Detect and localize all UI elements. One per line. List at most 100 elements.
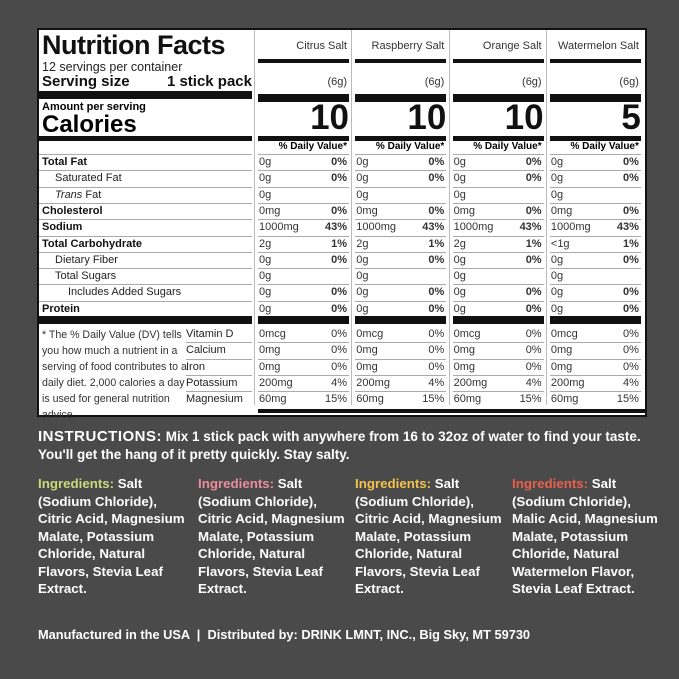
- serving-weight: (6g): [619, 76, 639, 88]
- nutrient-amount: 0g: [259, 302, 272, 315]
- row-divider: [39, 170, 252, 172]
- row-divider: [549, 154, 641, 155]
- vitamin-amount: 0mg: [550, 344, 573, 357]
- nutrient-daily-value: 0%: [331, 172, 347, 185]
- row-divider: [452, 300, 544, 302]
- vitamin-daily-value: 0%: [525, 344, 542, 357]
- nutrient-amount: 0g: [259, 188, 272, 201]
- row-divider: [355, 342, 447, 344]
- row-divider: [258, 219, 349, 221]
- row-divider: [186, 342, 252, 344]
- instructions-text: Mix 1 stick pack with anywhere from 16 t…: [38, 429, 641, 462]
- vitamin-daily-value: 0%: [622, 344, 639, 357]
- divider-medium: [258, 136, 349, 141]
- nutrient-daily-value: 0%: [525, 302, 542, 315]
- nutrient-amount: 0g: [356, 302, 369, 315]
- row-divider: [355, 268, 447, 270]
- nutrient-amount: 0g: [356, 156, 369, 168]
- row-divider: [39, 154, 252, 155]
- row-divider: [549, 391, 641, 393]
- row-divider: [186, 358, 252, 360]
- nutrient-amount: 1000mg: [550, 221, 591, 234]
- vitamin-amount: 60mg: [550, 393, 579, 406]
- divider-thick: [355, 59, 447, 63]
- divider-thick: [258, 316, 349, 324]
- vitamin-daily-value: 0%: [428, 360, 445, 373]
- nutrient-daily-value: 0%: [525, 286, 542, 299]
- nutrient-amount: 0g: [453, 172, 466, 185]
- nutrient-daily-value: 0%: [331, 204, 347, 217]
- nutrient-label: Dietary Fiber: [55, 253, 118, 266]
- nutrient-daily-value: 0%: [331, 286, 347, 299]
- divider-thick: [39, 316, 252, 324]
- row-divider: [258, 300, 349, 302]
- nutrient-amount: 0g: [356, 286, 369, 299]
- vitamin-amount: 0mg: [259, 344, 281, 357]
- row-divider: [39, 202, 252, 204]
- vitamin-daily-value: 4%: [331, 376, 347, 389]
- divider-thick: [355, 316, 447, 324]
- nutrient-daily-value: 43%: [422, 221, 445, 234]
- nutrient-daily-value: 0%: [428, 286, 445, 299]
- vitamin-amount: 60mg: [259, 393, 287, 406]
- ingredients-text: Salt (Sodium Chloride), Malic Acid, Magn…: [512, 476, 658, 596]
- vitamin-daily-value: 0%: [622, 360, 639, 373]
- divider-thick: [39, 91, 252, 99]
- vitamin-daily-value: 15%: [616, 393, 639, 406]
- vitamin-label: Iron: [186, 360, 205, 373]
- nutrient-daily-value: 1%: [622, 237, 639, 250]
- nutrition-column-orange-salt: Orange Salt (6g) 10 % Daily Value* 0g 0% 0g 0% 0…: [448, 30, 544, 415]
- calories-value: 5: [621, 98, 641, 137]
- vitamin-daily-value: 0%: [622, 328, 639, 340]
- row-divider: [452, 342, 544, 344]
- row-divider: [549, 219, 641, 221]
- nutrient-daily-value: 43%: [519, 221, 542, 234]
- vitamin-amount: 0mcg: [550, 328, 578, 340]
- row-divider: [355, 300, 447, 302]
- nutrient-amount: 0mg: [356, 204, 378, 217]
- daily-value-header: % Daily Value*: [473, 141, 542, 152]
- vitamin-amount: 0mcg: [356, 328, 384, 340]
- nutrient-amount: 0g: [550, 270, 564, 283]
- nutrient-amount: 2g: [259, 237, 272, 250]
- vitamin-daily-value: 15%: [324, 393, 347, 406]
- row-divider: [549, 186, 641, 188]
- nutrient-daily-value: 1%: [428, 237, 445, 250]
- ingredients-text: Salt (Sodium Chloride), Citric Acid, Mag…: [38, 476, 185, 596]
- row-divider: [549, 374, 641, 376]
- nutrient-daily-value: 0%: [331, 156, 347, 168]
- row-divider: [355, 219, 447, 221]
- nutrient-amount: 1000mg: [356, 221, 397, 234]
- nutrient-daily-value: 0%: [622, 253, 639, 266]
- row-divider: [355, 358, 447, 360]
- calories-label: Calories: [42, 111, 137, 138]
- row-divider: [355, 154, 447, 155]
- vitamin-daily-value: 0%: [331, 344, 347, 357]
- row-divider: [258, 170, 349, 172]
- divider-thick: [549, 94, 641, 102]
- flavor-name: Orange Salt: [482, 40, 542, 52]
- divider-medium: [452, 136, 544, 141]
- nutrient-amount: 0g: [453, 270, 466, 283]
- ingredients-block: Ingredients: Salt (Sodium Chloride), Cit…: [355, 475, 505, 598]
- ingredients-text: Salt (Sodium Chloride), Citric Acid, Mag…: [198, 476, 345, 596]
- vitamin-amount: 0mg: [356, 344, 378, 357]
- calories-value: 10: [310, 98, 349, 137]
- row-divider: [452, 374, 544, 376]
- divider-medium: [549, 136, 641, 141]
- nutrient-amount: 0mg: [259, 204, 281, 217]
- nutrient-amount: 2g: [356, 237, 369, 250]
- nutrient-amount: 0g: [259, 270, 272, 283]
- vitamin-amount: 0mg: [550, 360, 573, 373]
- row-divider: [452, 186, 544, 188]
- divider-medium: [39, 136, 252, 141]
- nutrient-daily-value: 0%: [331, 302, 347, 315]
- nutrient-amount: 0g: [356, 270, 369, 283]
- row-divider: [549, 251, 641, 253]
- serving-weight: (6g): [522, 76, 542, 88]
- nutrient-label: Trans Fat: [55, 188, 102, 201]
- nutrient-daily-value: 0%: [525, 172, 542, 185]
- nutrient-daily-value: 0%: [428, 302, 445, 315]
- nutrition-column-raspberry-salt: Raspberry Salt (6g) 10 % Daily Value* 0g 0% 0g…: [351, 30, 447, 415]
- vitamin-label: Magnesium: [186, 393, 243, 406]
